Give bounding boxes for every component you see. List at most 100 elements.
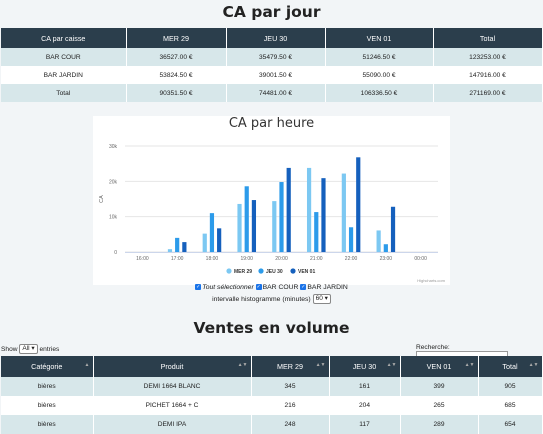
bar [244,186,249,252]
bar [279,182,284,252]
select-all-checkbox[interactable]: ✓ [195,284,202,291]
x-tick-label: 16:00 [136,256,149,262]
table-cell: 55090.00 € [325,66,434,84]
bar [175,237,180,252]
volume-table: Catégorie ▲ Produit ▲▼ MER 29 ▲▼ JEU 30 ▲▼ V… [1,356,543,434]
caisse-filter: ✓ Tout sélectionner ✓ BAR COUR ✓ BAR JARDIN [0,284,543,291]
bar [390,206,396,252]
sort-icon: ▲▼ [315,362,326,368]
bar-jardin-checkbox[interactable]: ✓ [300,284,307,291]
table-cell: 117 [329,415,401,434]
ca-jour-title: CA par jour [222,3,321,21]
legend-label: JEU 30 [266,269,283,275]
table-row: BAR COUR 36527.00 € 35479.50 € 51246.50 … [1,48,543,66]
table-cell: 35479.50 € [226,48,326,66]
bar [237,203,242,252]
table-cell: 345 [251,377,330,396]
table-cell: 654 [478,415,543,434]
table-row: BAR JARDIN 53824.50 € 39001.50 € 55090.0… [1,66,543,84]
table-cell: 39001.50 € [226,66,326,84]
chevron-down-icon: ▾ [31,345,35,352]
y-tick-label: 20k [109,179,118,185]
table-cell: DEMI 1664 BLANC [93,377,252,396]
bar-jardin-label: BAR JARDIN [307,284,348,291]
column-header-jeu30[interactable]: JEU 30 ▲▼ [329,356,401,377]
table-row: bières PICHET 1664 + C 216 204 265 685 [1,396,543,415]
column-header-label: VEN 01 [426,362,452,371]
x-tick-label: 21:00 [310,256,323,262]
column-header: Total [433,28,543,48]
bar-cour-label: BAR COUR [262,284,299,291]
column-header-ven01[interactable]: VEN 01 ▲▼ [400,356,479,377]
table-cell: DEMI IPA [93,415,252,434]
table-cell: 90351.50 € [126,84,227,102]
volume-title: Ventes en volume [193,319,350,337]
bar [286,167,291,252]
table-cell: 106336.50 € [325,84,434,102]
interval-label: intervalle histogramme (minutes) [212,295,311,303]
table-cell: 51246.50 € [325,48,434,66]
bar [348,227,354,252]
table-row: Total 90351.50 € 74481.00 € 106336.50 € … [1,84,543,102]
column-header-label: Produit [160,362,184,371]
table-cell: 36527.00 € [126,48,227,66]
column-header-label: Catégorie [31,362,63,371]
column-header: VEN 01 [325,28,434,48]
chart-canvas: 0 10k 20k 30k CA 16:00 17:00 18:00 19:00 20:00 21:… [99,144,446,283]
table-cell: 289 [400,415,479,434]
table-cell: 265 [400,396,479,415]
entries-select[interactable]: All ▾ [19,344,38,354]
column-header: MER 29 [126,28,227,48]
bar [306,167,312,252]
table-header-row: Catégorie ▲ Produit ▲▼ MER 29 ▲▼ JEU 30 ▲▼ V… [1,356,543,377]
ca-heure-chart: CA par heure 0 10k 20k 30k CA 16:00 17:00 18:00… [93,116,450,285]
x-tick-label: 22:00 [345,256,358,262]
table-cell: 204 [329,396,401,415]
chart-credit: Highcharts.com [417,278,445,283]
interval-select[interactable]: 60 ▾ [312,294,331,304]
interval-value: 60 [315,295,323,302]
table-cell: Total [1,84,127,102]
bar [314,212,319,252]
table-cell: BAR JARDIN [1,66,127,84]
x-tick-label: 17:00 [171,256,184,262]
sort-icon: ▲▼ [464,362,475,368]
show-label: Show [1,345,18,353]
legend-label: VEN 01 [298,269,315,275]
table-row: bières DEMI IPA 248 117 289 654 [1,415,543,434]
sort-icon: ▲ [84,362,90,368]
entries-value: All [22,345,30,352]
column-header: JEU 30 [226,28,326,48]
show-entries: Show All ▾ entries [1,344,59,354]
table-cell: 685 [478,396,543,415]
x-tick-label: 23:00 [380,256,393,262]
table-row: bières DEMI 1664 BLANC 345 161 399 905 [1,377,543,396]
table-cell: BAR COUR [1,48,127,66]
bar [182,242,187,252]
column-header-label: Total [502,362,518,371]
entries-label: entries [39,345,60,353]
column-header-categorie[interactable]: Catégorie ▲ [1,356,94,377]
column-header-mer29[interactable]: MER 29 ▲▼ [251,356,330,377]
bar [341,173,346,252]
y-tick-label: 10k [109,215,118,221]
sort-icon: ▲▼ [237,362,248,368]
x-tick-label: 19:00 [240,256,253,262]
legend-label: MER 29 [234,269,252,275]
y-tick-label: 30k [109,144,118,150]
column-header-label: MER 29 [277,362,303,371]
bar [217,228,222,252]
y-axis-title: CA [99,195,105,203]
bar [376,230,381,252]
bar [251,200,257,252]
bar [167,249,173,252]
bar [321,178,326,252]
interval-control: intervalle histogramme (minutes) 60 ▾ [0,294,543,304]
table-cell: 399 [400,377,479,396]
column-header-produit[interactable]: Produit ▲▼ [93,356,252,377]
bar-cour-checkbox[interactable]: ✓ [255,284,262,291]
table-cell: bières [1,415,94,434]
legend-marker [290,268,296,274]
column-header-total[interactable]: Total ▲▼ [478,356,543,377]
table-cell: bières [1,377,94,396]
